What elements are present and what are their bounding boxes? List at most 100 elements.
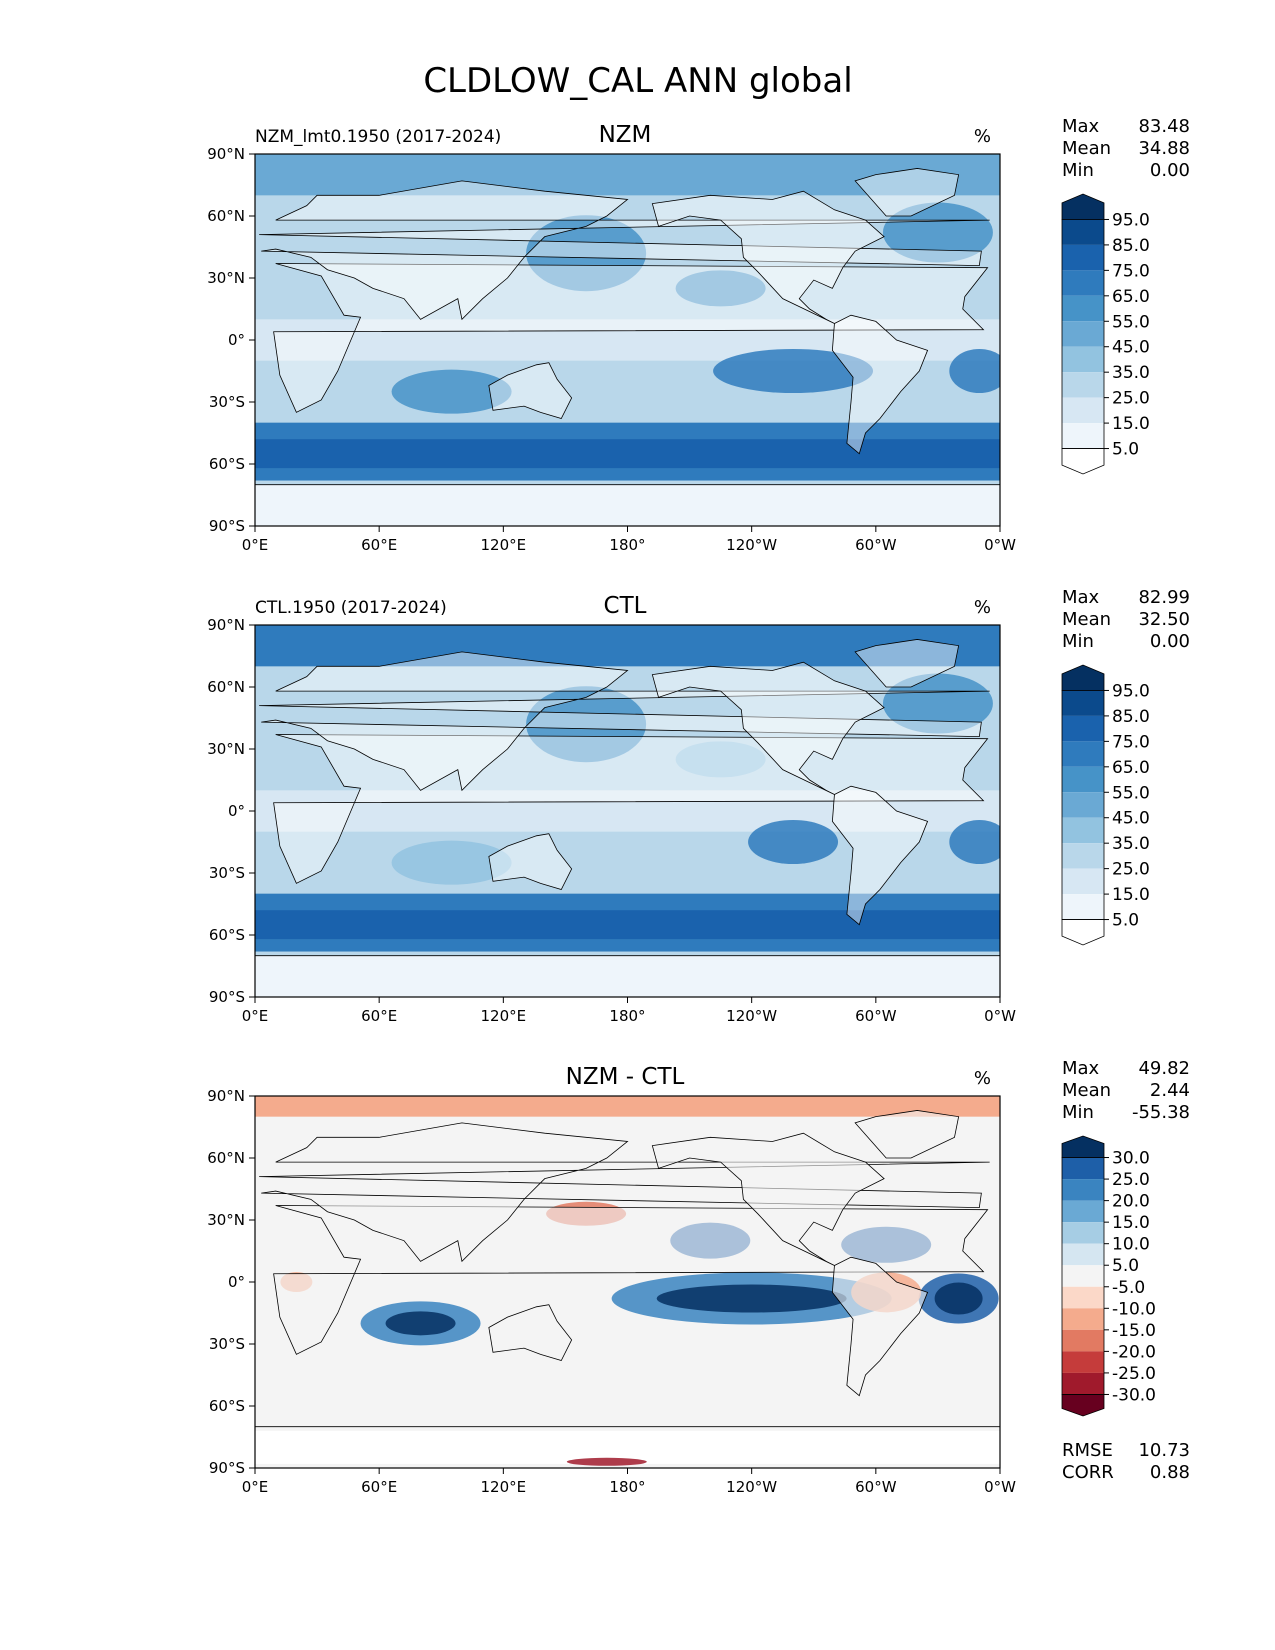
stat-value: 49.82 xyxy=(1138,1058,1190,1079)
colorbar-label: 5.0 xyxy=(1112,911,1139,931)
y-tick-label: 90°N xyxy=(207,145,245,163)
map-field xyxy=(255,154,1000,526)
colorbar-swatch xyxy=(1061,1394,1105,1417)
colorbar-swatch xyxy=(1062,244,1104,271)
colorbar-label: 15.0 xyxy=(1112,885,1150,905)
stat-label: Min xyxy=(1062,1102,1094,1123)
stat-label: RMSE xyxy=(1062,1440,1113,1461)
colorbar-label: 20.0 xyxy=(1112,1192,1150,1212)
colorbar-swatch xyxy=(1062,321,1104,347)
stat-value: 2.44 xyxy=(1150,1080,1190,1101)
y-tick-label: 60°N xyxy=(207,207,245,225)
y-tick-label: 30°N xyxy=(207,1211,245,1229)
stat-label: Min xyxy=(1062,631,1094,652)
colorbar-swatch xyxy=(1062,372,1104,398)
continent-outline xyxy=(488,362,573,420)
panel-title: CTL xyxy=(604,593,647,619)
colorbar-swatch xyxy=(1061,919,1105,946)
figure-title: CLDLOW_CAL ANN global xyxy=(423,61,852,101)
continent-outline xyxy=(488,833,573,891)
tropical-band xyxy=(255,790,1000,832)
colorbar-swatch xyxy=(1062,868,1104,895)
x-tick-label: 120°W xyxy=(726,1007,777,1025)
colorbar-swatch xyxy=(1062,817,1104,844)
antarctic-band xyxy=(255,1430,1000,1464)
continent-outline xyxy=(273,263,989,413)
continent-outline xyxy=(831,1256,929,1397)
stat-label: Min xyxy=(1062,160,1094,181)
colorbar-frame xyxy=(1061,1157,1105,1395)
field-region xyxy=(391,840,512,885)
colorbar-swatch xyxy=(1062,1265,1104,1287)
x-tick-label: 60°E xyxy=(361,1007,397,1025)
units-label: % xyxy=(974,597,991,618)
units-label: % xyxy=(974,1068,991,1089)
field-region xyxy=(675,270,766,307)
stat-label: Max xyxy=(1062,587,1100,608)
colorbar-swatch xyxy=(1062,1157,1104,1180)
x-tick-label: 60°W xyxy=(855,1478,897,1496)
continent-outline xyxy=(854,1110,960,1159)
colorbar-swatch xyxy=(1062,690,1104,716)
field-region xyxy=(934,1282,983,1315)
map-panel-1: 0°E 60°E 120°E 180° 120°W 60°W 0°W 90°N 60°N 30°N… xyxy=(207,116,1190,554)
x-tick-label: 0°E xyxy=(242,1007,269,1025)
arctic-band xyxy=(255,1096,1000,1117)
antarctic-band xyxy=(255,955,1000,997)
x-tick-label: 180° xyxy=(609,1007,645,1025)
stat-value: 82.99 xyxy=(1138,587,1190,608)
panel-case-label: NZM_lmt0.1950 (2017-2024) xyxy=(255,127,501,147)
colorbar-swatch xyxy=(1062,1308,1104,1330)
field-region xyxy=(385,1311,456,1336)
colorbar-swatch xyxy=(1061,664,1105,691)
stat-value: 83.48 xyxy=(1138,116,1190,137)
x-tick-label: 0°E xyxy=(242,1478,269,1496)
colorbar-frame xyxy=(1061,219,1105,449)
field-region xyxy=(391,369,512,414)
colorbar-swatch xyxy=(1061,1135,1105,1158)
colorbar-label: 95.0 xyxy=(1112,210,1150,230)
x-tick-label: 60°E xyxy=(361,1478,397,1496)
colorbar-label: 35.0 xyxy=(1112,834,1150,854)
x-tick-label: 120°E xyxy=(481,536,527,554)
stat-value: 0.00 xyxy=(1150,160,1190,181)
colorbar-swatch xyxy=(1062,1372,1104,1395)
map-field xyxy=(255,1096,1000,1468)
y-tick-label: 90°N xyxy=(207,616,245,634)
y-tick-label: 30°S xyxy=(209,864,245,882)
y-tick-label: 90°S xyxy=(209,517,245,535)
colorbar-label: -25.0 xyxy=(1112,1364,1156,1384)
colorbar-swatch xyxy=(1062,423,1104,449)
continent-outline xyxy=(273,734,989,884)
y-tick-label: 0° xyxy=(228,1273,245,1291)
x-tick-label: 120°W xyxy=(726,1478,777,1496)
stat-label: Mean xyxy=(1062,1080,1111,1101)
colorbar: 95.0 85.0 75.0 65.0 55.0 45.0 35.0 25.0 15.0 5.0 xyxy=(1061,193,1150,475)
x-tick-label: 60°W xyxy=(855,1007,897,1025)
y-tick-label: 60°S xyxy=(209,926,245,944)
x-tick-label: 60°W xyxy=(855,536,897,554)
y-tick-label: 30°S xyxy=(209,393,245,411)
colorbar-label: 10.0 xyxy=(1112,1235,1150,1255)
colorbar: 30.025.020.015.010.05.0-5.0-10.0-15.0-20… xyxy=(1061,1135,1156,1417)
x-tick-label: 180° xyxy=(609,1478,645,1496)
colorbar-label: -30.0 xyxy=(1112,1385,1156,1405)
colorbar-label: 25.0 xyxy=(1112,860,1150,880)
colorbar-label: 55.0 xyxy=(1112,783,1150,803)
x-tick-label: 120°E xyxy=(481,1478,527,1496)
panel-title: NZM xyxy=(599,122,652,148)
colorbar-swatch xyxy=(1061,193,1105,220)
x-tick-label: 0°E xyxy=(242,536,269,554)
x-tick-label: 60°E xyxy=(361,536,397,554)
colorbar-swatch xyxy=(1062,1351,1104,1373)
stat-value: 32.50 xyxy=(1138,609,1190,630)
y-tick-label: 0° xyxy=(228,802,245,820)
field-region xyxy=(748,820,839,864)
colorbar-label: 75.0 xyxy=(1112,732,1150,752)
stat-label: CORR xyxy=(1062,1462,1114,1483)
y-tick-label: 60°N xyxy=(207,678,245,696)
colorbar-label: 85.0 xyxy=(1112,236,1150,256)
field-region xyxy=(566,1457,647,1466)
colorbar-swatch xyxy=(1062,1179,1104,1201)
colorbar-swatch xyxy=(1062,397,1104,424)
